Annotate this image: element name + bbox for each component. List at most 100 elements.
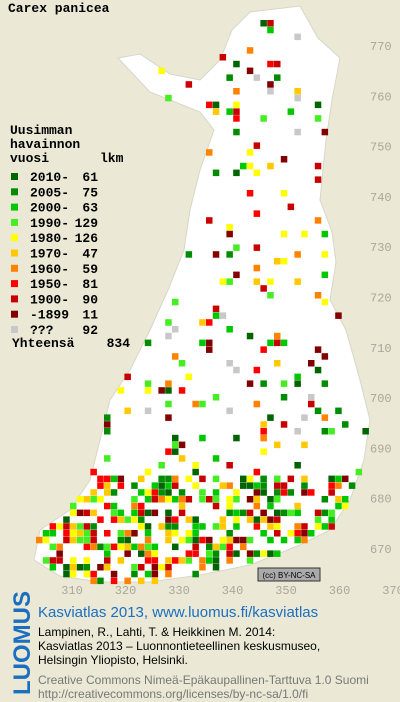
observation-square (138, 523, 145, 530)
observation-square (321, 271, 329, 279)
y-tick-label: 750 (370, 141, 392, 155)
observation-square (267, 162, 274, 170)
observation-square (70, 570, 77, 578)
observation-square (246, 162, 254, 170)
observation-square (151, 570, 159, 578)
observation-square (253, 169, 261, 177)
observation-square (199, 400, 206, 408)
observation-square (144, 339, 152, 347)
observation-square (178, 536, 186, 544)
observation-square (178, 496, 186, 503)
observation-square (138, 564, 145, 571)
observation-square (253, 516, 261, 523)
observation-square (104, 482, 111, 489)
observation-square (165, 530, 172, 537)
observation-square (294, 536, 301, 544)
observation-square (117, 509, 125, 517)
observation-square (233, 434, 240, 442)
observation-square (294, 88, 301, 95)
observation-square (328, 475, 335, 483)
observation-square (158, 482, 165, 489)
observation-square (253, 496, 261, 503)
observation-square (294, 278, 301, 285)
observation-square (267, 278, 274, 285)
observation-square (260, 346, 267, 353)
observation-square (117, 482, 125, 489)
observation-square (83, 557, 91, 564)
observation-square (90, 496, 97, 503)
observation-square (131, 543, 138, 551)
observation-square (192, 543, 199, 551)
observation-square (274, 339, 281, 347)
observation-square (335, 407, 342, 415)
observation-square (165, 94, 172, 102)
observation-square (104, 530, 111, 537)
legend-label: -1899 (30, 308, 69, 323)
observation-square (226, 502, 233, 510)
observation-square (70, 523, 77, 530)
observation-square (131, 564, 138, 571)
observation-square (165, 380, 172, 387)
observation-square (280, 394, 288, 401)
headline: Kasviatlas 2013, www.luomus.fi/kasviatla… (38, 604, 318, 621)
observation-square (212, 564, 220, 571)
observation-square (260, 20, 267, 27)
observation-square (294, 380, 301, 387)
observation-square (253, 142, 261, 149)
observation-square (240, 509, 247, 517)
observation-square (104, 550, 111, 557)
total-label: Yhteensä (12, 336, 75, 351)
observation-square (144, 543, 152, 551)
y-tick-label: 770 (370, 40, 392, 54)
observation-square (274, 530, 281, 537)
observation-square (321, 128, 329, 136)
observation-square (253, 244, 261, 251)
license-url: http://creativecommons.org/licenses/by-n… (38, 687, 308, 701)
observation-square (165, 332, 172, 340)
observation-square (301, 530, 308, 537)
observation-square (199, 434, 206, 442)
observation-square (192, 516, 199, 523)
observation-square (144, 407, 152, 415)
observation-square (253, 264, 261, 272)
observation-square (178, 509, 186, 517)
observation-square (260, 530, 267, 537)
observation-square (226, 509, 233, 517)
observation-square (308, 400, 315, 408)
observation-square (280, 230, 288, 238)
observation-square (260, 434, 267, 442)
observation-square (335, 502, 342, 510)
observation-square (260, 516, 267, 523)
observation-square (144, 557, 152, 564)
observation-square (226, 326, 233, 333)
observation-square (328, 489, 335, 496)
observation-square (342, 502, 349, 510)
observation-square (253, 550, 261, 557)
x-tick-label: 330 (168, 584, 190, 598)
observation-square (90, 489, 97, 496)
observation-square (158, 489, 165, 496)
observation-square (90, 536, 97, 544)
observation-square (240, 162, 247, 170)
observation-square (178, 502, 186, 510)
observation-square (267, 88, 274, 95)
observation-square (131, 482, 138, 489)
observation-square (233, 516, 240, 523)
legend-swatch (11, 234, 18, 242)
observation-square (110, 489, 118, 496)
observation-square (246, 332, 254, 340)
observation-square (76, 523, 84, 530)
observation-square (342, 496, 349, 503)
observation-square (104, 421, 111, 428)
observation-square (172, 448, 179, 455)
observation-square (117, 530, 125, 537)
observation-square (280, 380, 288, 387)
legend-count: 129 (75, 216, 99, 231)
observation-square (246, 509, 254, 517)
observation-square (314, 101, 322, 109)
legend-label: 1990- (30, 216, 69, 231)
observation-square (144, 489, 152, 496)
species-title: Carex panicea (8, 1, 110, 16)
observation-square (172, 516, 179, 523)
legend-label: 2005- (30, 185, 69, 200)
